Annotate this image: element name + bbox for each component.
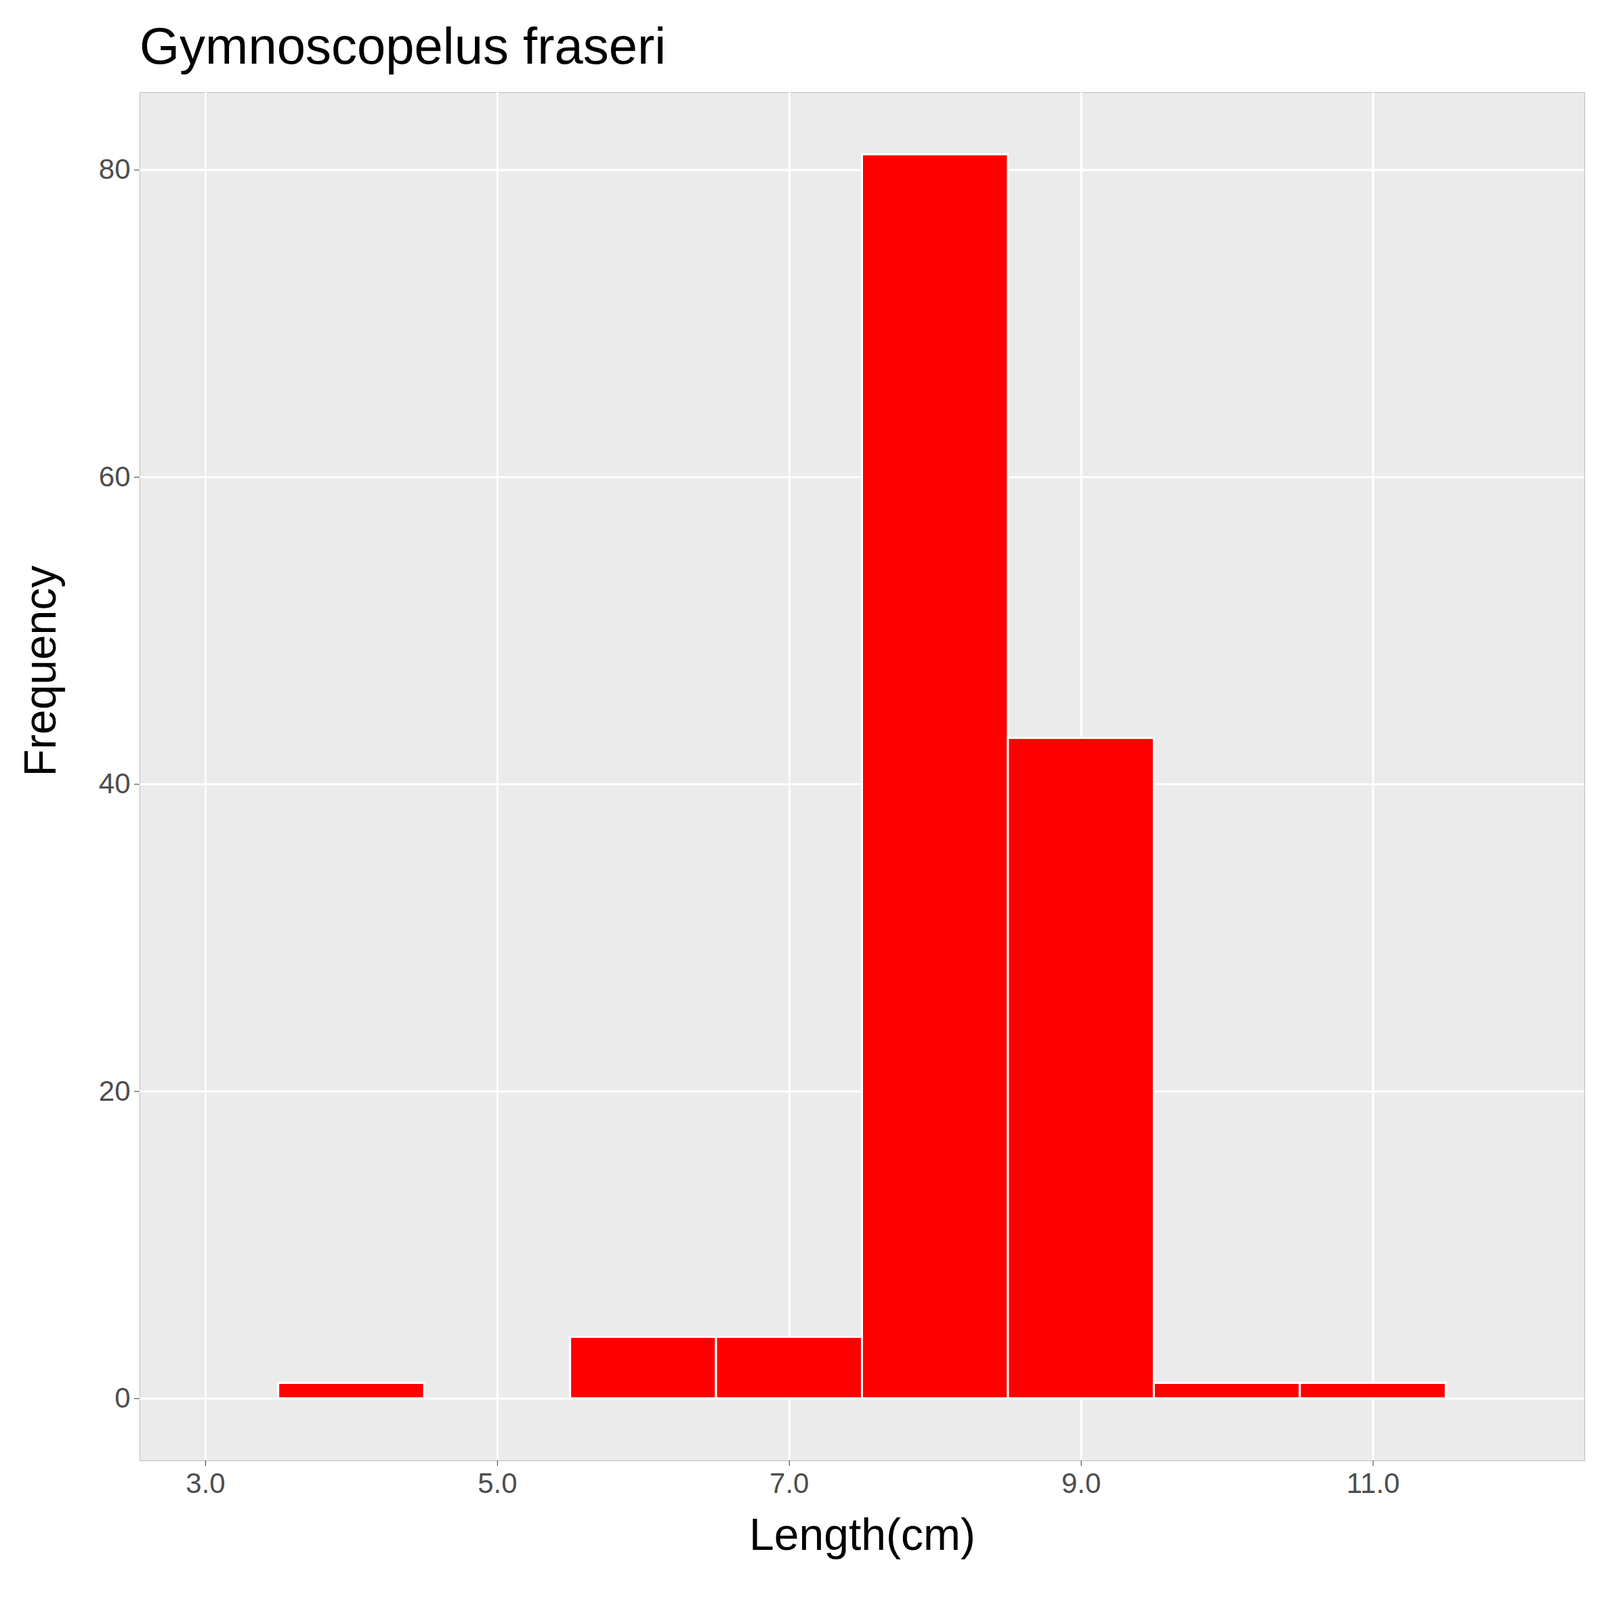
svg-text:40: 40 — [98, 767, 131, 800]
svg-text:5.0: 5.0 — [477, 1467, 517, 1500]
html-text:Gymnoscopelus fraseri: Gymnoscopelus fraseri — [139, 16, 667, 75]
svg-text:0: 0 — [114, 1381, 131, 1414]
svg-text:60: 60 — [98, 460, 131, 493]
svg-text:7.0: 7.0 — [769, 1467, 809, 1500]
svg-text:3.0: 3.0 — [185, 1467, 225, 1500]
svg-text:Frequency: Frequency — [14, 565, 66, 777]
svg-text:80: 80 — [98, 153, 131, 185]
svg-text:11.0: 11.0 — [1346, 1467, 1401, 1500]
svg-text:20: 20 — [98, 1075, 131, 1107]
svg-text:9.0: 9.0 — [1061, 1467, 1101, 1500]
svg-text:Length(cm): Length(cm) — [749, 1509, 976, 1560]
